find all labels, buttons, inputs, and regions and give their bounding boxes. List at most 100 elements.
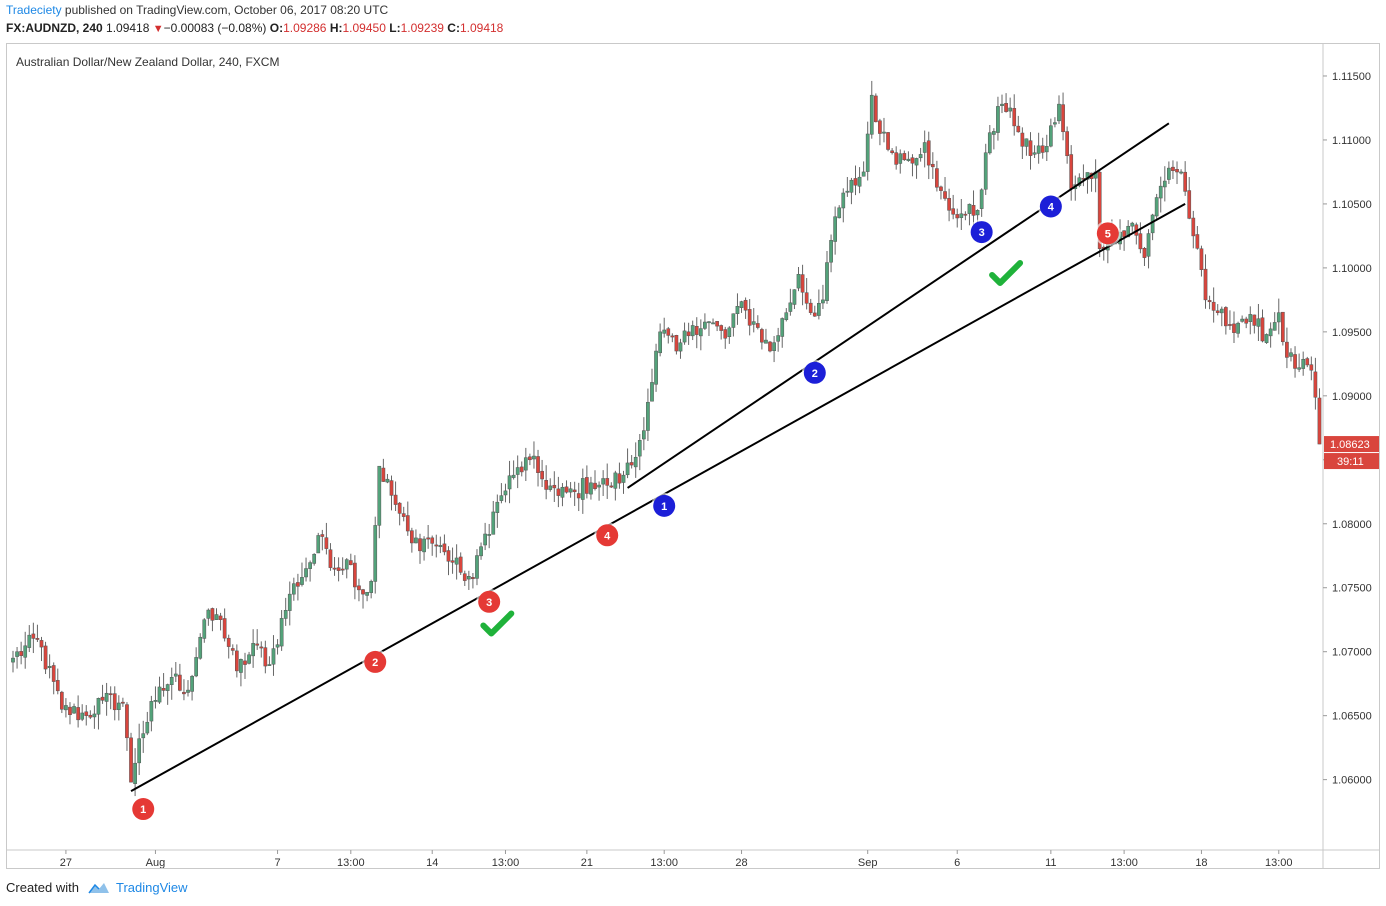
time-tick-label: 14 (426, 857, 438, 868)
blue-point-marker[interactable] (653, 494, 676, 517)
candle-body (821, 299, 825, 304)
candle-body (690, 325, 695, 337)
candle-body (511, 474, 516, 478)
tradingview-link[interactable]: TradingView (87, 880, 188, 895)
candle-body (593, 482, 597, 489)
candle-body (92, 713, 97, 718)
candle-body (129, 737, 133, 783)
candle-body (633, 456, 638, 468)
time-tick-label: 6 (954, 857, 960, 868)
candle-body (381, 467, 386, 482)
red-point-marker[interactable] (132, 798, 155, 821)
candle-body (300, 577, 304, 585)
time-tick-label: Sep (858, 857, 878, 868)
candle-body (466, 575, 471, 580)
candle-body (1276, 312, 1281, 323)
candle-body (243, 660, 247, 665)
last-price: 1.09418 (106, 21, 150, 35)
candle-body (369, 581, 374, 593)
candle-body (540, 470, 544, 480)
candle-body (291, 583, 296, 595)
candle-body (279, 618, 284, 647)
candle-body (275, 644, 280, 648)
candle-body (1167, 167, 1171, 180)
candle-body (841, 192, 846, 209)
candle-body (304, 568, 308, 578)
candle-body (1248, 314, 1253, 322)
candle-body (552, 484, 557, 489)
candle-body (1049, 125, 1053, 147)
blue-point-marker[interactable] (1039, 195, 1062, 218)
candle-body (479, 546, 483, 557)
candle-body (804, 292, 809, 304)
red-point-marker[interactable] (596, 524, 619, 547)
candle-body (247, 654, 251, 664)
price-chart[interactable]: 1 2 3 4 5 1 2 3 4 1.11500 1.11000 1.10500 1.10000 1.… (7, 44, 1379, 868)
candle-body (837, 207, 842, 219)
candle-body (434, 544, 439, 547)
candle-body (930, 163, 935, 168)
blue-point-marker[interactable] (803, 361, 826, 384)
candle-body (519, 466, 524, 473)
candle-body (340, 568, 345, 571)
candle-body (739, 301, 744, 308)
candle-body (662, 329, 667, 334)
red-point-marker[interactable] (1096, 222, 1119, 245)
candle-body (642, 430, 646, 440)
candle-body (1244, 318, 1249, 324)
candle-body (979, 189, 984, 209)
candle-body (694, 325, 699, 335)
countdown-tag (1324, 453, 1379, 470)
price-change: −0.00083 (−0.08%) (163, 21, 267, 35)
candle-body (1020, 132, 1025, 147)
candle-body (446, 550, 451, 562)
blue-point-marker[interactable] (970, 221, 993, 244)
candle-body (698, 328, 703, 337)
candle-body (1126, 225, 1131, 238)
candle-body (1207, 300, 1212, 303)
author-link[interactable]: Tradeciety (6, 3, 62, 17)
candle-body (1158, 185, 1163, 199)
countdown-label: 39:11 (1337, 456, 1364, 468)
candle-body (625, 462, 630, 476)
candle-body (267, 664, 272, 666)
candle-body (943, 191, 947, 199)
candle-body (296, 582, 300, 587)
price-tick-label: 1.07500 (1332, 583, 1372, 595)
candle-body (149, 701, 154, 722)
candle-body (1256, 318, 1261, 327)
time-tick-label: 7 (274, 857, 280, 868)
candle-body (556, 488, 561, 496)
time-tick-label: 28 (735, 857, 747, 868)
candle-body (145, 721, 150, 734)
candle-body (682, 330, 687, 343)
candle-body (1150, 214, 1155, 234)
candle-body (141, 733, 146, 739)
candle-body (971, 205, 976, 216)
candle-body (532, 455, 536, 460)
red-point-marker[interactable] (478, 590, 501, 613)
candle-body (1032, 152, 1037, 155)
candle-body (861, 171, 866, 177)
marker-label: 5 (1105, 228, 1111, 240)
candle-body (1313, 371, 1318, 398)
candle-body (418, 538, 422, 552)
candle-body (1000, 103, 1004, 106)
marker-label: 3 (979, 227, 985, 239)
candle-body (560, 486, 565, 498)
candle-body (922, 142, 927, 153)
candle-body (55, 680, 60, 692)
candle-body (992, 131, 996, 135)
red-point-marker[interactable] (364, 650, 387, 673)
candle-body (967, 203, 972, 214)
candle-body (817, 303, 821, 316)
candle-body (165, 684, 170, 691)
candle-body (336, 567, 341, 571)
candle-body (1317, 397, 1322, 445)
candle-body (898, 153, 903, 164)
candle-body (1044, 146, 1049, 153)
time-tick-label: 13:00 (650, 857, 678, 868)
time-tick-label: 13:00 (337, 857, 365, 868)
candle-body (780, 318, 785, 337)
candle-body (161, 688, 166, 691)
